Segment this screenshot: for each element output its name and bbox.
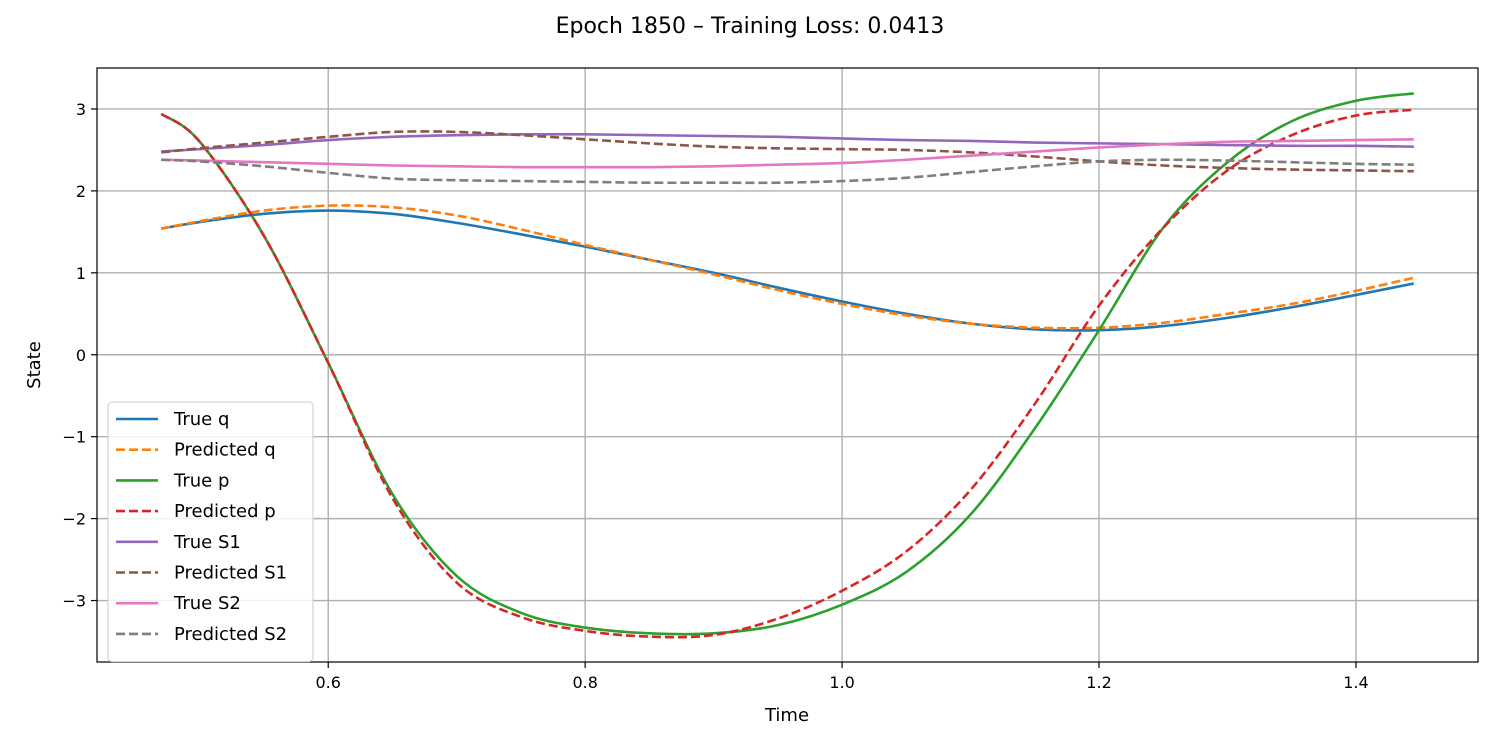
y-tick-label: 3 <box>76 100 86 119</box>
legend-label: Predicted p <box>174 501 276 522</box>
y-tick-label: −2 <box>62 510 86 529</box>
y-tick-label: 1 <box>76 264 86 283</box>
legend-label: Predicted q <box>174 440 276 461</box>
legend: True q Predicted q True p Predicted p True S… <box>107 401 314 663</box>
legend-box <box>107 401 314 663</box>
grid <box>97 68 1478 662</box>
legend-label: True S2 <box>173 593 241 614</box>
x-tick-label: 1.0 <box>829 673 854 692</box>
series-line-predicted-p <box>160 108 1414 639</box>
legend-label: Predicted S1 <box>174 563 287 584</box>
y-tick-label: 2 <box>76 182 86 201</box>
series-line-true-p <box>160 92 1414 636</box>
x-axis-label: Time <box>764 705 809 726</box>
x-tick-label: 0.8 <box>572 673 597 692</box>
series-line-true-q <box>161 209 1415 332</box>
x-tick-label: 0.6 <box>316 673 341 692</box>
series-line-predicted-q <box>160 204 1415 330</box>
series-line-true-s1 <box>161 132 1414 153</box>
legend-label: True q <box>173 409 229 430</box>
y-tick-label: −1 <box>62 428 86 447</box>
axis-ticks: 0.6 0.8 1.0 1.2 1.4 −3 −2 −1 0 1 2 3 <box>62 100 1368 692</box>
series-line-true-s2 <box>161 137 1414 169</box>
y-axis-label: State <box>24 341 45 389</box>
chart-title: Epoch 1850 – Training Loss: 0.0413 <box>556 14 945 39</box>
series-line-predicted-s1 <box>161 130 1414 173</box>
x-tick-label: 1.2 <box>1086 673 1111 692</box>
plot-frame <box>96 67 1479 663</box>
y-tick-label: −3 <box>62 592 86 611</box>
series-line-predicted-s2 <box>161 158 1414 185</box>
legend-label: True p <box>173 470 229 491</box>
y-tick-label: 0 <box>76 346 86 365</box>
legend-label: Predicted S2 <box>174 624 287 645</box>
series-lines <box>160 92 1415 639</box>
x-tick-label: 1.4 <box>1343 673 1368 692</box>
legend-label: True S1 <box>173 532 241 553</box>
